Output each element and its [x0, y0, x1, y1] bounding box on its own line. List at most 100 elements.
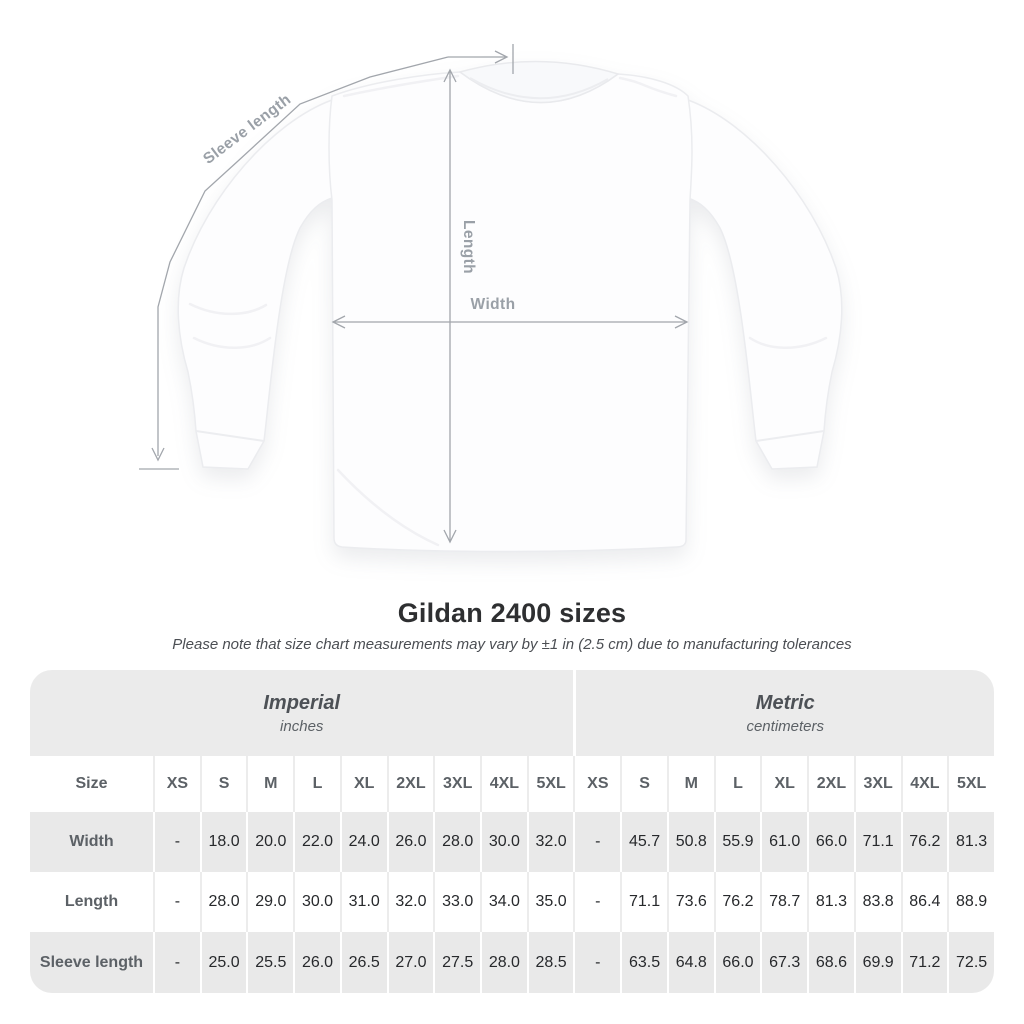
table-cell: 72.5 [947, 932, 994, 993]
unit-group-imperial: Imperial inches [30, 670, 574, 756]
table-cell: 34.0 [480, 872, 527, 932]
table-row-sleeve-length: Sleeve length - 25.0 25.5 26.0 26.5 27.0… [30, 932, 994, 993]
table-cell: 86.4 [900, 872, 948, 932]
table-cell: - [153, 932, 200, 993]
table-cell: 63.5 [620, 932, 667, 993]
column-header: 3XL [433, 756, 481, 812]
table-cell: 83.8 [853, 872, 901, 932]
shoulder-seam-left [342, 74, 460, 98]
table-cell: - [573, 812, 621, 872]
unit-metric-label: Metric [755, 691, 815, 714]
column-header: 4XL [900, 756, 948, 812]
table-cell: 29.0 [246, 872, 294, 932]
table-cell: 32.0 [386, 872, 434, 932]
size-table: Imperial inches Metric centimeters Size … [30, 670, 994, 993]
table-cell: 26.0 [293, 932, 340, 993]
table-cell: 30.0 [480, 812, 527, 872]
table-cell: 24.0 [339, 812, 387, 872]
table-cell: - [573, 872, 621, 932]
unit-imperial-sublabel: inches [280, 717, 324, 735]
table-cell: 71.1 [853, 812, 901, 872]
table-cell: 32.0 [526, 812, 574, 872]
table-cell: 67.3 [760, 932, 808, 993]
table-row-width: Width - 18.0 20.0 22.0 24.0 26.0 28.0 30… [30, 812, 994, 872]
table-cell: 50.8 [666, 812, 714, 872]
column-header: S [620, 756, 667, 812]
width-right-arrowhead [674, 315, 689, 329]
length-label: Length [460, 220, 477, 274]
body-hem-wrinkle [336, 468, 440, 547]
table-cell: 69.9 [853, 932, 901, 993]
column-header: M [246, 756, 294, 812]
unit-header-row: Imperial inches Metric centimeters [30, 670, 994, 756]
column-header: 2XL [807, 756, 854, 812]
row-label: Sleeve length [30, 932, 153, 993]
table-cell: 73.6 [666, 872, 714, 932]
left-cuff-seam [195, 430, 265, 442]
table-cell: 76.2 [713, 872, 761, 932]
table-cell: 88.9 [947, 872, 994, 932]
table-cell: 66.0 [807, 812, 854, 872]
column-header: S [199, 756, 247, 812]
width-left-arrowhead [331, 315, 346, 329]
table-cell: 33.0 [433, 872, 481, 932]
right-cuff-seam [755, 430, 825, 442]
right-sleeve-fold [748, 336, 828, 349]
table-cell: 45.7 [620, 812, 667, 872]
sleeve-length-top-arrowhead [494, 50, 509, 64]
shirt-illustration [177, 60, 843, 553]
collar-inner-seam [469, 77, 609, 100]
unit-imperial-label: Imperial [263, 691, 341, 714]
table-cell: 26.0 [386, 812, 434, 872]
size-header-row: Size XS S M L XL 2XL 3XL 4XL 5XL XS S M … [30, 756, 994, 812]
table-cell: 25.0 [199, 932, 247, 993]
table-cell: 28.5 [526, 932, 574, 993]
column-header-size: Size [30, 756, 153, 812]
table-cell: 78.7 [760, 872, 808, 932]
column-header: 2XL [386, 756, 434, 812]
column-header: XS [153, 756, 200, 812]
column-header: 4XL [480, 756, 527, 812]
table-cell: 35.0 [526, 872, 574, 932]
length-bottom-arrowhead [443, 529, 457, 544]
column-header: 3XL [853, 756, 901, 812]
column-header: 5XL [947, 756, 994, 812]
left-sleeve-fold-upper [188, 302, 268, 316]
unit-metric-sublabel: centimeters [746, 717, 824, 735]
sleeve-length-bottom-arrowhead [151, 447, 165, 462]
table-cell: 25.5 [246, 932, 294, 993]
unit-group-metric: Metric centimeters [573, 670, 994, 756]
shirt-right-sleeve [687, 98, 843, 470]
table-cell: - [153, 872, 200, 932]
column-header: M [666, 756, 714, 812]
column-header: L [293, 756, 340, 812]
page-subtitle: Please note that size chart measurements… [172, 636, 852, 653]
row-label: Length [30, 872, 153, 932]
table-cell: 28.0 [480, 932, 527, 993]
table-cell: 26.5 [339, 932, 387, 993]
table-cell: 27.0 [386, 932, 434, 993]
page-title: Gildan 2400 sizes [397, 598, 627, 628]
table-cell: 22.0 [293, 812, 340, 872]
table-cell: 81.3 [807, 872, 854, 932]
table-cell: 18.0 [199, 812, 247, 872]
table-cell: 64.8 [666, 932, 714, 993]
column-header: L [713, 756, 761, 812]
table-cell: 28.0 [433, 812, 481, 872]
column-header: 5XL [526, 756, 574, 812]
width-label: Width [471, 296, 516, 313]
column-header: XL [760, 756, 808, 812]
table-cell: 61.0 [760, 812, 808, 872]
size-table-container: Imperial inches Metric centimeters Size … [30, 670, 994, 993]
shoulder-seam-right [618, 76, 678, 98]
table-cell: 20.0 [246, 812, 294, 872]
table-cell: - [573, 932, 621, 993]
shirt-left-sleeve [177, 98, 333, 470]
table-cell: 68.6 [807, 932, 854, 993]
length-top-arrowhead [443, 68, 457, 83]
table-cell: 30.0 [293, 872, 340, 932]
table-cell: 71.2 [900, 932, 948, 993]
sleeve-length-line [157, 56, 449, 456]
table-cell: 81.3 [947, 812, 994, 872]
